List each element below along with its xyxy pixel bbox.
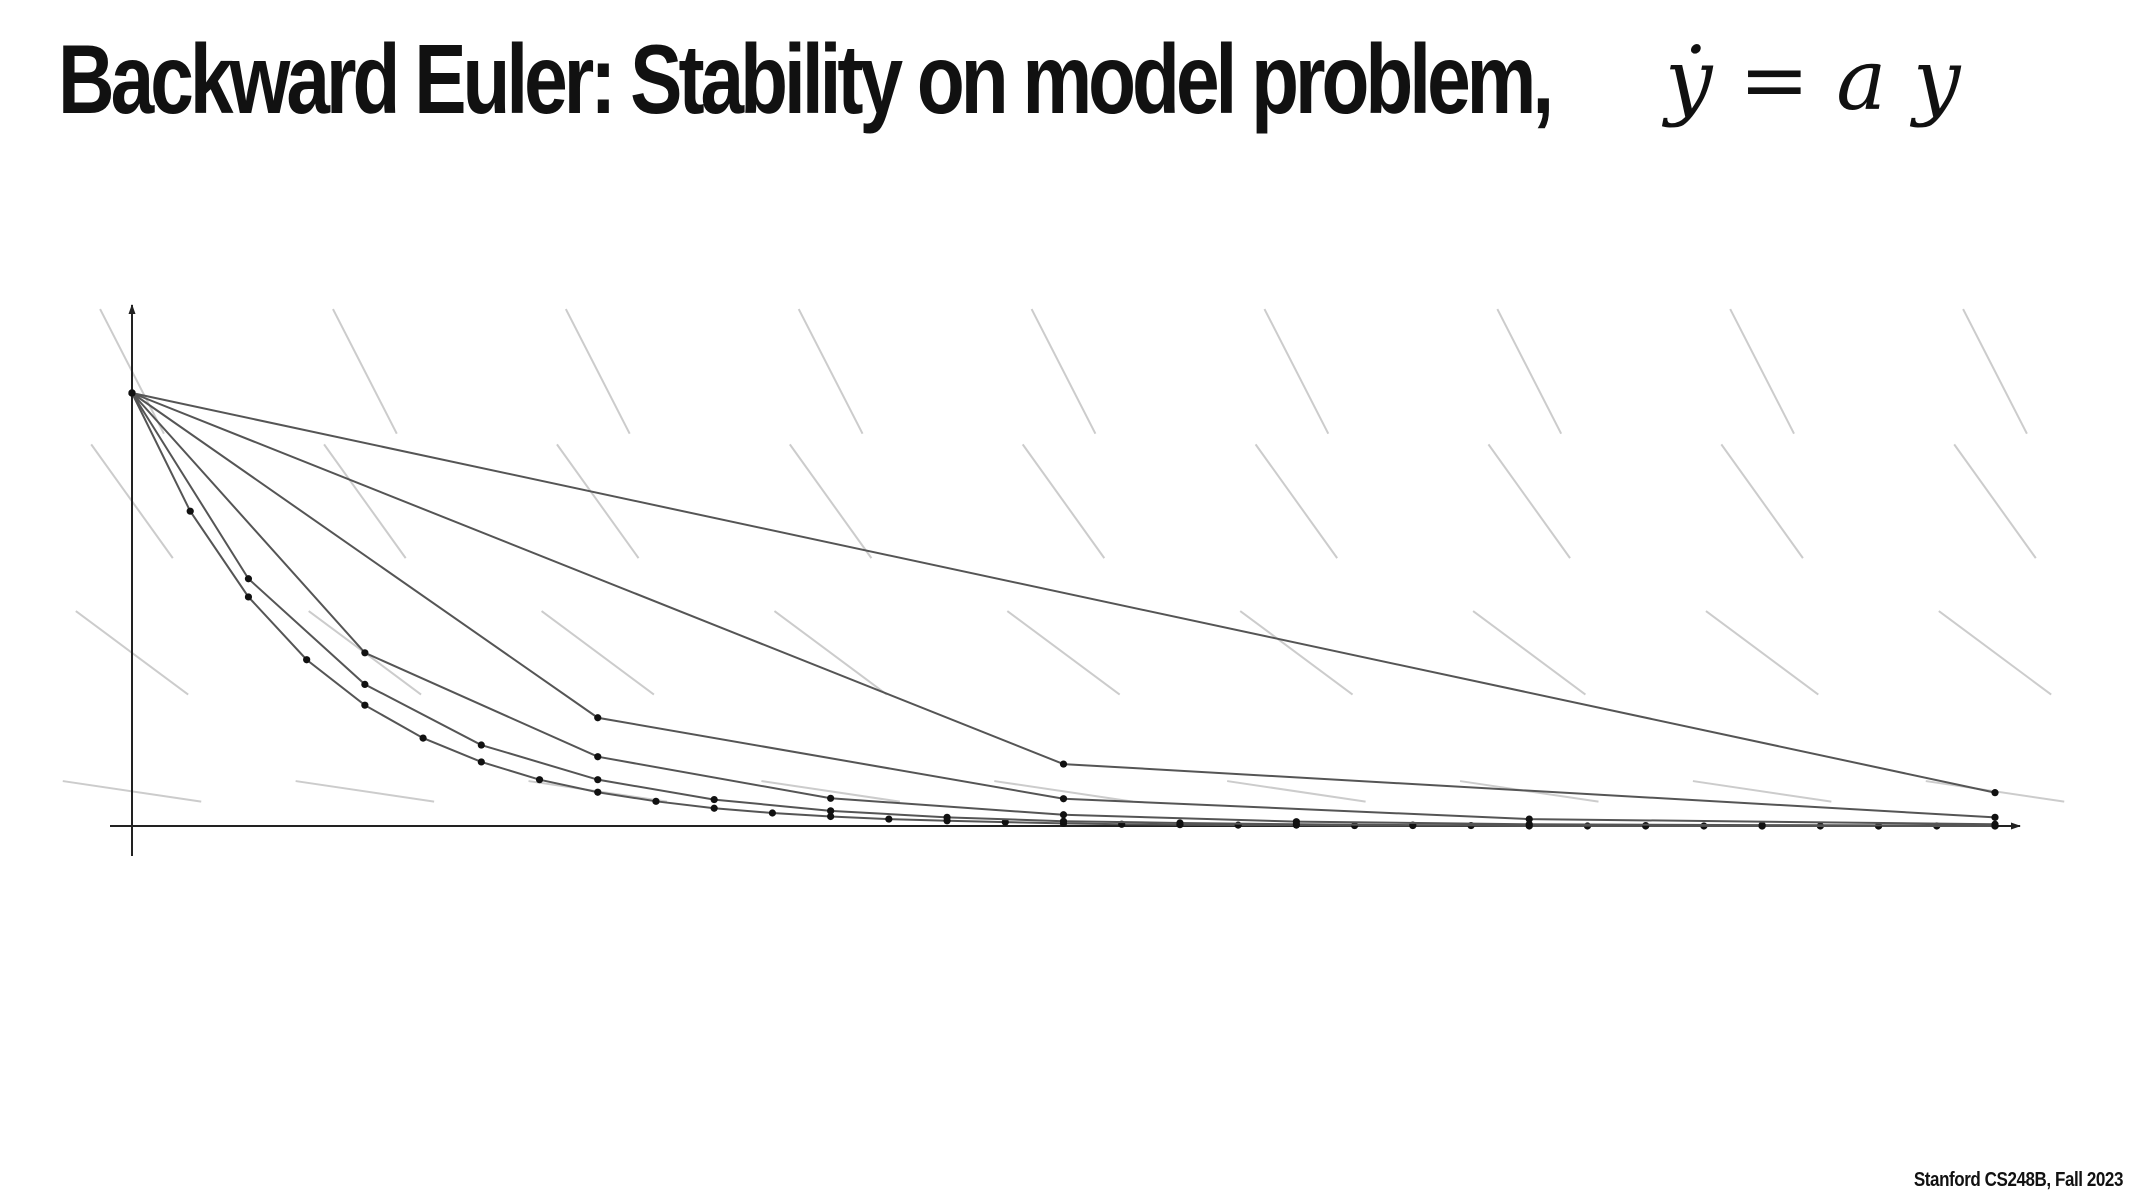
slope-segment-31 (1729, 308, 1795, 435)
slope-segment-28 (1692, 780, 1832, 803)
series-line-5 (131, 392, 1996, 794)
data-point-0-2 (244, 593, 253, 601)
data-point-1-3 (477, 741, 485, 749)
data-point-4-1 (1059, 760, 1068, 768)
slope-segment-19 (1030, 308, 1097, 435)
data-point-0-8 (594, 788, 602, 796)
data-point-0-13 (885, 815, 893, 823)
slope-segment-16 (994, 780, 1133, 803)
slope-segment-25 (1472, 610, 1587, 696)
slope-segment-33 (1938, 610, 2052, 696)
data-point-2-6 (1525, 820, 1533, 828)
data-point-0-1 (186, 507, 194, 515)
data-point-5-0 (128, 389, 136, 397)
slope-segment-22 (1254, 443, 1338, 559)
slope-segment-11 (564, 308, 631, 435)
slope-segment-35 (1962, 308, 2028, 435)
data-point-5-1 (1991, 789, 1999, 797)
data-point-1-4 (594, 776, 602, 784)
data-point-3-4 (1991, 820, 1999, 828)
slope-segment-21 (1239, 610, 1354, 696)
data-point-0-7 (535, 776, 544, 784)
data-point-2-1 (361, 649, 369, 657)
series-line-3 (131, 392, 1996, 826)
slope-segment-29 (1705, 610, 1819, 696)
slide-title: Backward Euler: Stability on model probl… (58, 24, 1554, 134)
slope-segment-10 (556, 443, 640, 559)
model-equation: ẏ = a y (1665, 31, 1961, 129)
slope-segment-4 (295, 780, 435, 803)
series-layer (128, 389, 1999, 830)
data-point-0-5 (419, 734, 427, 742)
data-point-2-4 (1059, 811, 1068, 819)
data-point-1-7 (943, 813, 951, 821)
slope-segment-12 (761, 780, 901, 803)
data-point-0-3 (303, 656, 311, 664)
data-point-3-2 (1059, 795, 1068, 803)
footer-credit: Stanford CS248B, Fall 2023 (1913, 1169, 2124, 1191)
data-point-1-6 (827, 807, 835, 815)
data-point-3-1 (594, 714, 602, 722)
series-line-4 (131, 392, 1996, 819)
slope-field (62, 308, 2065, 803)
data-point-0-4 (361, 701, 369, 709)
slope-segment-26 (1487, 443, 1571, 559)
data-point-2-5 (1292, 818, 1300, 826)
slope-segment-14 (789, 443, 873, 559)
slope-segment-13 (773, 610, 888, 696)
slope-segment-30 (1720, 443, 1804, 559)
slope-segment-15 (797, 308, 864, 435)
data-point-2-2 (594, 753, 602, 761)
slope-segment-23 (1263, 308, 1330, 435)
data-point-1-2 (361, 680, 369, 689)
data-point-0-12 (827, 812, 835, 821)
slope-segment-6 (323, 443, 407, 559)
data-point-1-9 (1176, 819, 1184, 827)
series-5 (128, 389, 1999, 797)
data-point-4-2 (1991, 813, 1999, 821)
slope-segment-17 (1006, 610, 1121, 696)
slope-segment-34 (1953, 443, 2037, 559)
slope-segment-18 (1021, 443, 1106, 559)
slope-segment-7 (332, 308, 398, 435)
data-point-0-6 (477, 758, 485, 766)
data-point-1-5 (710, 795, 718, 804)
data-point-1-8 (1059, 817, 1068, 825)
data-point-0-11 (768, 809, 777, 817)
data-point-2-7 (1758, 821, 1766, 829)
series-4 (128, 389, 1999, 821)
slope-segment-20 (1226, 780, 1366, 803)
data-point-0-10 (710, 804, 718, 812)
data-point-0-9 (652, 797, 660, 805)
slope-segment-9 (540, 610, 655, 696)
axes (110, 304, 2021, 856)
slope-segment-27 (1496, 308, 1563, 435)
data-point-3-3 (1525, 815, 1533, 823)
data-point-1-1 (244, 575, 253, 583)
data-point-2-3 (827, 794, 835, 802)
